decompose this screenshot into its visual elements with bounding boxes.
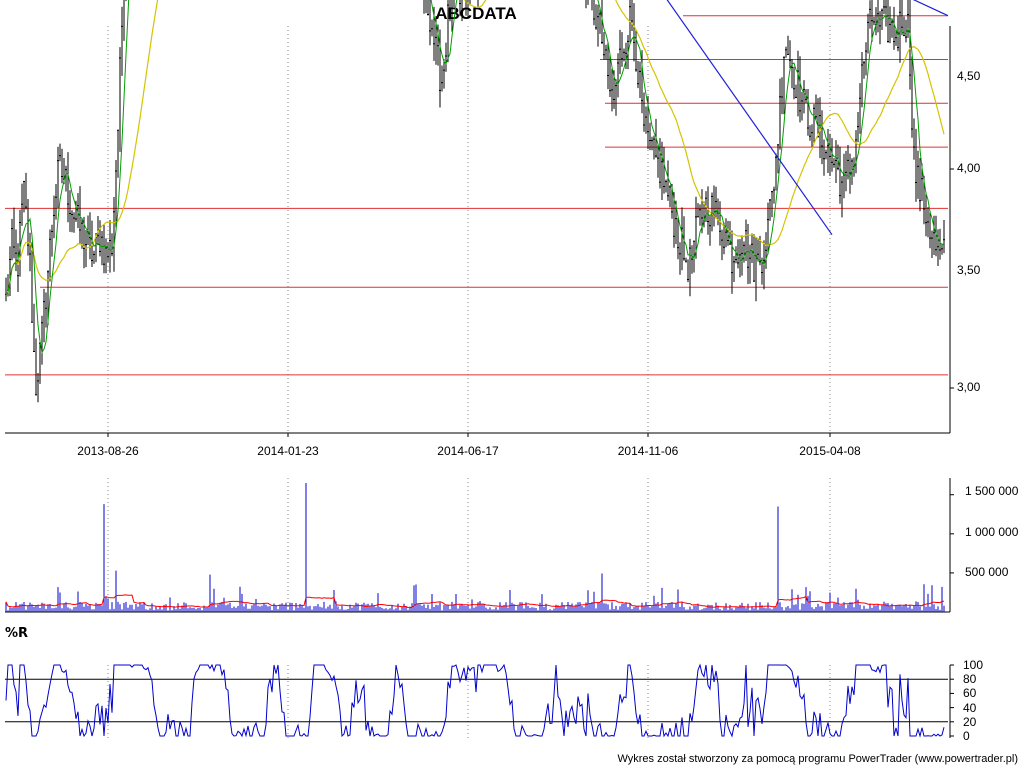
indicator-panel: %R 0 20 40 60 80 100 (5, 626, 983, 743)
price-panel: 3,00 3,50 4,00 4,50 2013-08-26 2014-01-2… (5, 0, 981, 458)
trendline (666, 0, 833, 236)
indicator-y-ticks: 0 20 40 60 80 100 (963, 658, 983, 743)
price-candles (5, 0, 945, 403)
volume-average-line (5, 594, 944, 609)
volume-bars (5, 483, 945, 612)
indicator-y-tick-label: 80 (963, 672, 977, 686)
indicator-line (5, 663, 945, 738)
price-y-ticks: 3,00 3,50 4,00 4,50 (957, 69, 981, 394)
price-trendlines (666, 0, 949, 236)
volume-panel: 500 000 1 000 000 1 500 000 (5, 478, 1019, 613)
indicator-label: %R (5, 626, 28, 641)
indicator-y-tick-label: 60 (963, 686, 977, 700)
indicator-y-tick-label: 0 (963, 729, 970, 743)
price-y-tick-label: 3,00 (957, 380, 981, 394)
x-tick-label: 2015-04-08 (799, 444, 861, 458)
indicator-grid (5, 664, 954, 738)
price-y-tick-label: 4,50 (957, 69, 981, 83)
price-y-tick-label: 4,00 (957, 161, 981, 175)
volume-y-ticks: 500 000 1 000 000 1 500 000 (965, 484, 1019, 579)
price-horizontal-levels (5, 15, 948, 376)
x-tick-label: 2014-06-17 (437, 444, 499, 458)
price-grid (107, 26, 954, 437)
trendline (912, 0, 949, 17)
price-y-tick-label: 3,50 (957, 263, 981, 277)
indicator-y-tick-label: 20 (963, 715, 977, 729)
volume-y-tick-label: 1 500 000 (965, 484, 1019, 498)
volume-grid (107, 478, 954, 612)
short-average-line (5, 0, 945, 355)
footer-credit: Wykres został stworzony za pomocą progra… (617, 753, 1018, 765)
price-x-ticks: 2013-08-26 2014-01-23 2014-06-17 2014-11… (77, 444, 861, 458)
volume-average-polyline (5, 594, 944, 609)
moving-average-line (5, 0, 945, 295)
x-tick-label: 2014-11-06 (618, 444, 679, 458)
indicator-polyline (5, 663, 945, 738)
volume-y-tick-label: 500 000 (965, 565, 1009, 579)
x-tick-label: 2014-01-23 (257, 444, 319, 458)
x-tick-label: 2013-08-26 (77, 444, 139, 458)
price-moving-averages (5, 0, 945, 355)
indicator-y-tick-label: 100 (963, 658, 983, 672)
volume-y-tick-label: 1 000 000 (965, 525, 1019, 539)
indicator-y-tick-label: 40 (963, 701, 977, 715)
